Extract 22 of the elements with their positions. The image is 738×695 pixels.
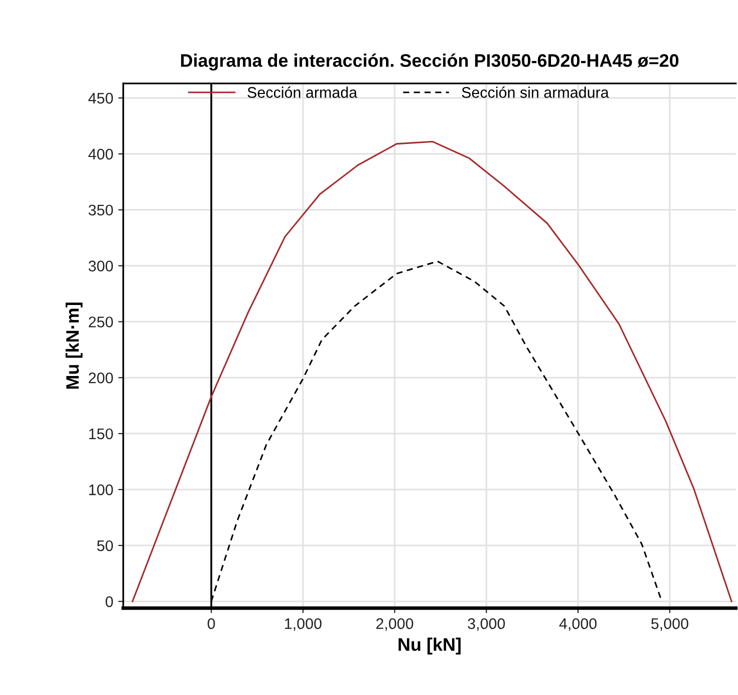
y-tick-label: 450 — [88, 92, 113, 104]
y-axis-title: Mu [kN·m] — [66, 302, 82, 389]
y-tick-label: 200 — [88, 372, 113, 384]
x-tick-label: 4,000 — [559, 618, 597, 631]
x-tick-label: 2,000 — [376, 618, 414, 631]
chart-title: Diagrama de interacción. Sección PI3050-6D20-HA45 ø=20 — [181, 53, 678, 71]
x-axis-title: Nu [kN] — [398, 638, 461, 654]
legend-label: Sección armada — [248, 86, 358, 98]
y-tick-label: 250 — [88, 316, 113, 328]
y-tick-label: 150 — [89, 428, 113, 440]
x-tick-label: 0 — [208, 618, 215, 630]
y-tick-label: 0 — [106, 596, 113, 608]
x-tick-label: 5,000 — [651, 618, 688, 631]
line-series — [132, 140, 732, 602]
y-tick-label: 300 — [88, 260, 113, 272]
legend-label: Sección sin armadura — [462, 86, 609, 98]
x-tick-label: 1,000 — [285, 618, 322, 631]
x-tick-label: 3,000 — [468, 618, 505, 631]
y-tick-label: 350 — [88, 204, 113, 216]
y-tick-label: 50 — [97, 540, 113, 552]
y-tick-label: 400 — [88, 148, 113, 160]
y-tick-label: 100 — [89, 484, 113, 496]
